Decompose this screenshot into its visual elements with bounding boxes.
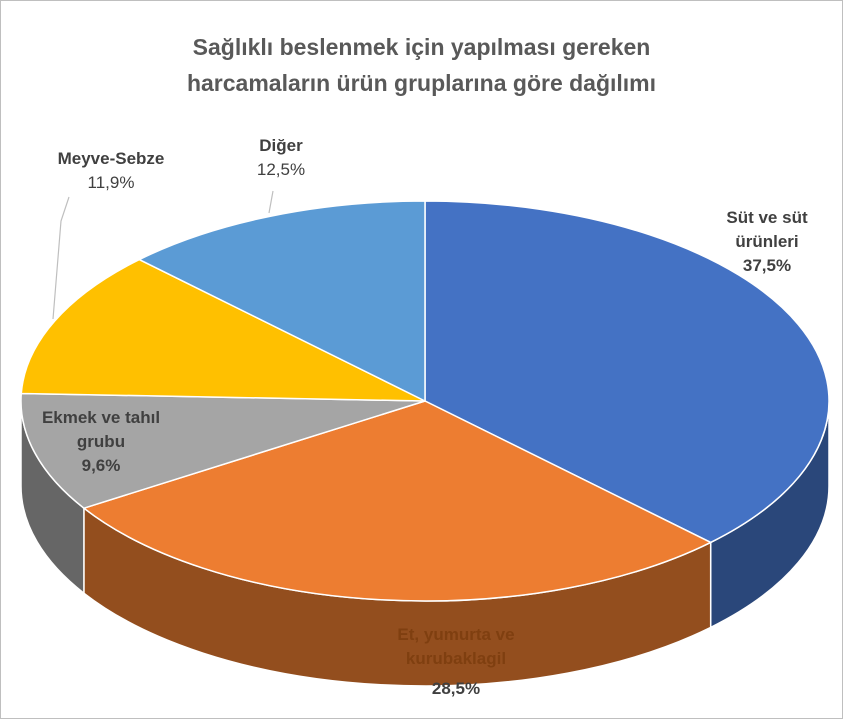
title-box: Sağlıklı beslenmek için yapılması gereke… bbox=[1, 29, 842, 101]
slice bbox=[424, 200, 830, 544]
data-label: Süt ve süt ürünleri 37,5% bbox=[702, 206, 832, 278]
value-label: 28,5% bbox=[431, 679, 481, 698]
leader-line bbox=[268, 190, 274, 214]
category-label: Et, yumurta ve kurubaklagil bbox=[397, 625, 515, 668]
slice bbox=[82, 400, 713, 602]
category-label: Meyve-Sebze bbox=[57, 149, 165, 168]
data-label: Diğer 12,5% bbox=[231, 134, 331, 182]
category-label: Diğer bbox=[259, 136, 303, 155]
slice bbox=[20, 392, 426, 509]
data-label: Meyve-Sebze 11,9% bbox=[36, 147, 186, 195]
leader-line bbox=[52, 196, 70, 320]
value-label: 11,9% bbox=[87, 173, 135, 192]
value-label: 9,6% bbox=[81, 456, 121, 475]
slice bbox=[20, 258, 426, 402]
value-label: 37,5% bbox=[742, 256, 792, 275]
category-label: Süt ve süt ürünleri bbox=[726, 208, 808, 251]
data-label: Et, yumurta ve kurubaklagil 28,5% bbox=[356, 623, 556, 701]
chart-title: Sağlıklı beslenmek için yapılması gereke… bbox=[186, 34, 657, 96]
data-label: Ekmek ve tahıl grubu 9,6% bbox=[16, 406, 186, 478]
value-label: 12,5% bbox=[256, 160, 306, 179]
category-label: Ekmek ve tahıl grubu bbox=[41, 408, 161, 451]
slice bbox=[137, 200, 426, 403]
